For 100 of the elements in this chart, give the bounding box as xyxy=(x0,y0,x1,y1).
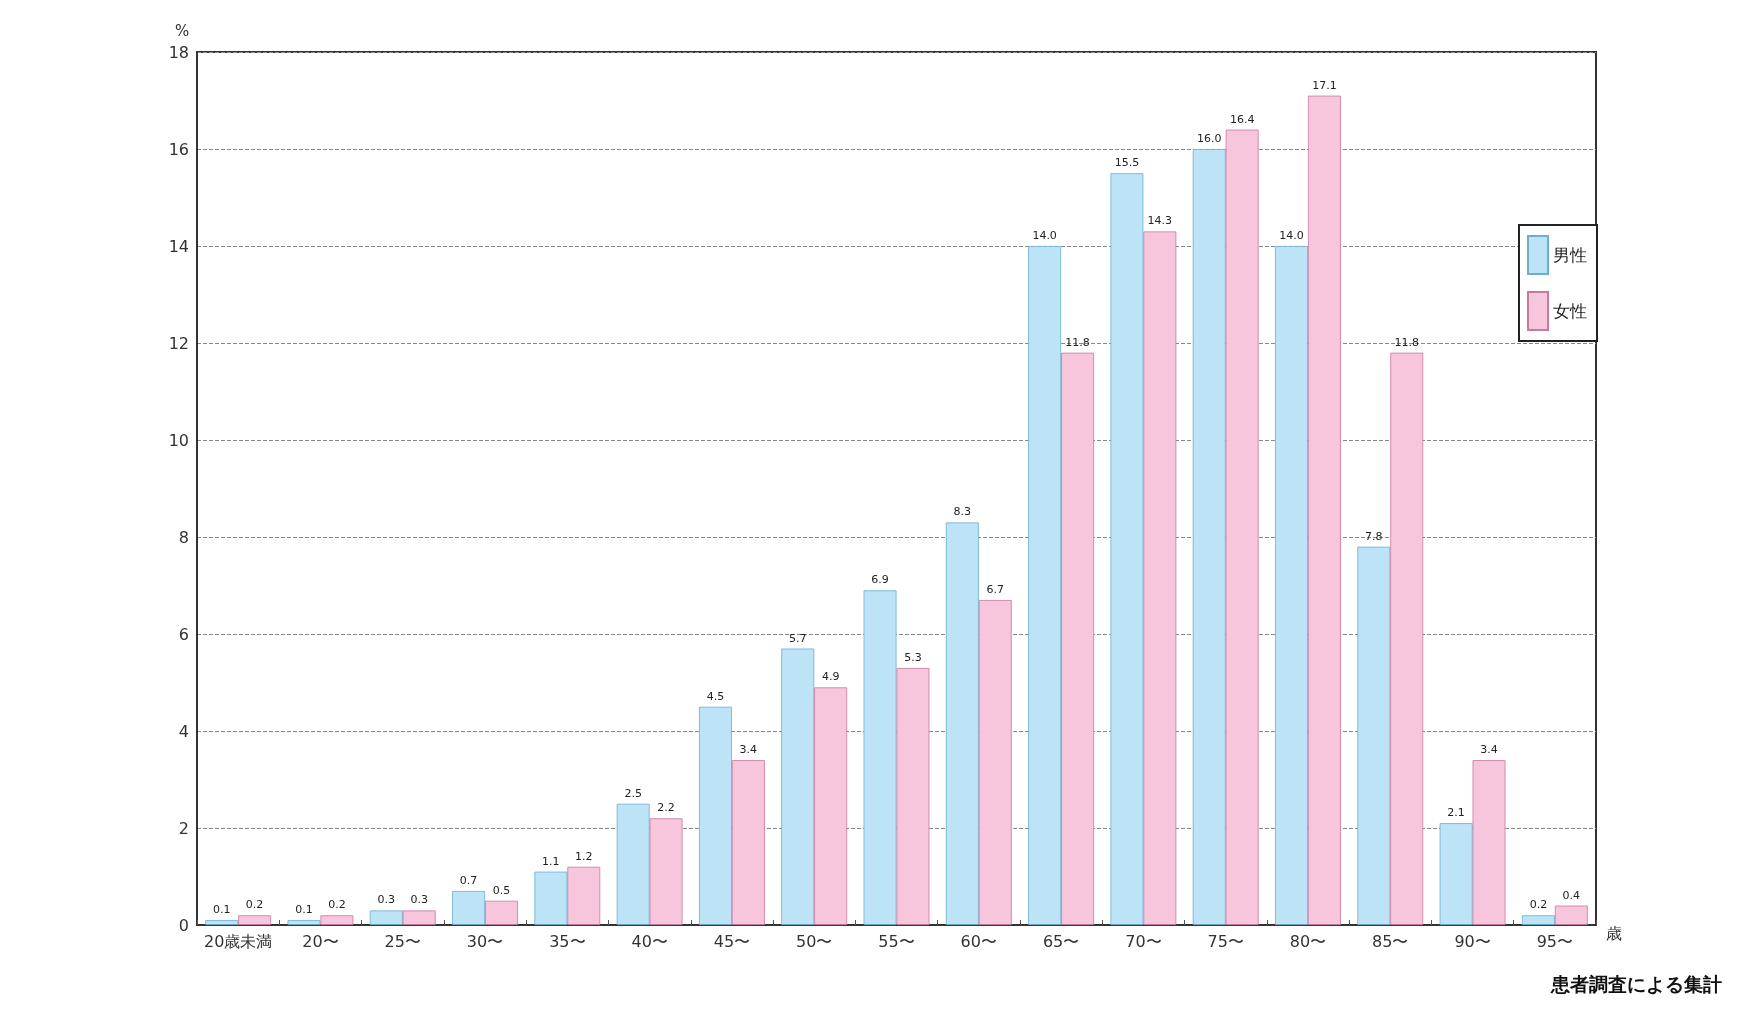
bar xyxy=(1275,246,1308,925)
x-tick-label: 85〜 xyxy=(1372,931,1409,951)
bar xyxy=(698,706,732,925)
x-tick-label: 35〜 xyxy=(549,931,586,951)
text: 患者調査による集計 xyxy=(1550,972,1722,995)
x-tick-label: 20〜 xyxy=(302,931,339,951)
data-label: 0.3 xyxy=(377,893,396,907)
data-label: 0.4 xyxy=(1562,888,1581,902)
y-tick-label: 12 xyxy=(168,333,189,353)
data-label: 15.5 xyxy=(1114,156,1140,170)
data-label: 3.4 xyxy=(739,743,758,757)
y-tick-label: 2 xyxy=(178,818,189,838)
data-label: 0.1 xyxy=(212,903,231,917)
x-tick-label: 20歳未満 xyxy=(203,931,273,951)
bar xyxy=(945,522,979,925)
x-tick-label: 50〜 xyxy=(796,931,833,951)
data-label: 11.8 xyxy=(1065,335,1090,349)
data-label: 0.1 xyxy=(295,903,313,917)
bar xyxy=(1028,246,1062,925)
data-label: 16.0 xyxy=(1196,132,1222,145)
bar xyxy=(1521,915,1555,925)
bar xyxy=(485,900,518,925)
bar xyxy=(1439,823,1473,925)
data-label: 17.1 xyxy=(1312,78,1337,92)
bar xyxy=(1143,231,1177,925)
data-label: 3.4 xyxy=(1480,743,1498,757)
x-tick-label: 75〜 xyxy=(1207,931,1244,951)
bar xyxy=(1307,95,1341,925)
x-tick-label: 60〜 xyxy=(960,931,997,951)
x-tick-label: 25〜 xyxy=(384,931,421,951)
bar xyxy=(978,600,1012,925)
bar xyxy=(369,910,403,925)
data-label: 14.0 xyxy=(1279,229,1304,242)
bar xyxy=(1110,173,1144,925)
data-label: 11.8 xyxy=(1394,335,1419,349)
bar xyxy=(1225,129,1259,925)
bar xyxy=(814,687,848,925)
x-tick-label: 80〜 xyxy=(1289,931,1327,951)
x-tick-label: 90〜 xyxy=(1454,931,1491,951)
bar xyxy=(287,920,321,925)
y-tick-label: 10 xyxy=(168,430,189,450)
x-axis-title: 歳 xyxy=(1606,923,1622,943)
bar xyxy=(649,818,683,925)
y-tick-label: 8 xyxy=(178,527,189,547)
data-label: 4.5 xyxy=(706,689,725,703)
bar xyxy=(205,920,239,925)
x-tick-label: 70〜 xyxy=(1125,931,1162,951)
x-tick-label: 65〜 xyxy=(1042,931,1080,951)
bar xyxy=(1390,352,1424,925)
data-label: 14.0 xyxy=(1032,229,1057,242)
x-tick-label: 55〜 xyxy=(878,931,915,951)
y-tick-label: 4 xyxy=(178,721,189,741)
bar xyxy=(896,667,930,925)
y-tick-label: 0 xyxy=(178,915,189,935)
data-label: 0.2 xyxy=(328,898,346,912)
x-tick-label: 95〜 xyxy=(1536,931,1574,951)
data-label: 4.9 xyxy=(821,670,840,684)
bar xyxy=(320,915,354,925)
data-label: 6.9 xyxy=(871,573,889,587)
data-label: 2.1 xyxy=(1447,806,1465,820)
bar xyxy=(616,803,650,925)
bar xyxy=(567,866,601,925)
data-label: 6.7 xyxy=(986,583,1004,597)
data-label: 1.2 xyxy=(575,849,593,863)
y-tick-label: 16 xyxy=(168,139,189,159)
data-label: 5.7 xyxy=(789,631,807,645)
data-label: 0.3 xyxy=(410,893,428,907)
x-tick-label: 40〜 xyxy=(631,931,668,951)
bar xyxy=(1357,546,1391,925)
bar xyxy=(452,891,486,925)
data-label: 0.2 xyxy=(245,898,264,912)
y-tick-label: 14 xyxy=(168,236,189,256)
legend-label: 女性 xyxy=(1553,301,1587,321)
data-label: 0.5 xyxy=(492,883,511,897)
data-label: 5.3 xyxy=(904,650,922,664)
bar xyxy=(238,915,272,925)
bar xyxy=(534,871,568,925)
data-label: 2.2 xyxy=(657,801,675,815)
x-tick-label: 30〜 xyxy=(466,931,504,951)
data-label: 1.1 xyxy=(542,854,560,868)
y-tick-label: 6 xyxy=(178,624,189,644)
bar xyxy=(731,760,765,925)
bar xyxy=(1192,149,1226,925)
data-label: 0.7 xyxy=(459,874,478,888)
data-label: 0.2 xyxy=(1529,898,1548,912)
bar xyxy=(1554,905,1588,925)
data-label: 8.3 xyxy=(953,505,972,519)
data-label: 16.4 xyxy=(1229,112,1255,126)
data-label: 2.5 xyxy=(624,786,642,800)
bar xyxy=(402,910,436,925)
bar xyxy=(781,648,815,925)
data-label: 14.3 xyxy=(1147,214,1173,228)
data-label: 7.8 xyxy=(1365,529,1383,543)
y-tick-label: 18 xyxy=(168,42,189,62)
y-axis-title: % xyxy=(174,21,190,40)
legend-label: 男性 xyxy=(1553,245,1587,265)
bar xyxy=(1472,760,1506,925)
bar xyxy=(1061,352,1095,925)
bar xyxy=(863,590,897,925)
x-tick-label: 45〜 xyxy=(713,931,751,951)
